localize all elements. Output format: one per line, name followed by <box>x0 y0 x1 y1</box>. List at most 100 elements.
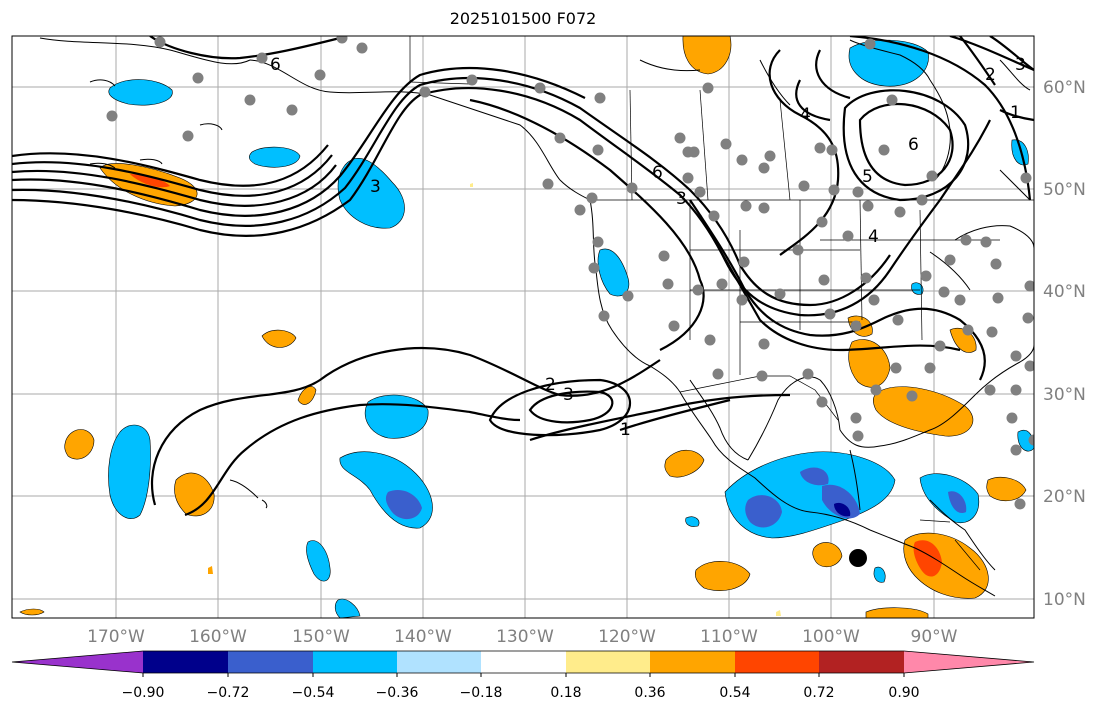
latitude-labels: 60°N 50°N 40°N 30°N 20°N 10°N <box>1043 78 1086 610</box>
station-dot <box>694 186 706 198</box>
station-dot <box>926 170 938 182</box>
gridlines <box>12 36 1034 618</box>
station-dot <box>682 172 694 184</box>
colorbar-segment <box>735 651 819 673</box>
lon-label: 140°W <box>394 627 452 647</box>
station-dot <box>756 370 768 382</box>
lon-label: 100°W <box>802 627 860 647</box>
lon-label: 170°W <box>87 627 145 647</box>
colorbar-tick-label: −0.36 <box>376 685 419 701</box>
station-dot <box>594 92 606 104</box>
station-dot <box>890 362 902 374</box>
station-dot <box>314 69 326 81</box>
station-dot <box>466 74 478 86</box>
station-dot <box>740 200 752 212</box>
colorbar-segment <box>397 651 481 673</box>
longitude-labels: 170°W 160°W 150°W 140°W 130°W 120°W 110°… <box>87 627 958 647</box>
station-dot <box>702 82 714 94</box>
station-dot <box>816 216 828 228</box>
station-dot <box>938 286 950 298</box>
station-dot <box>192 72 204 84</box>
station-dot <box>826 144 838 156</box>
lat-label: 20°N <box>1043 487 1086 507</box>
station-dot <box>860 272 872 284</box>
station-dot <box>244 94 256 106</box>
station-dot <box>1024 360 1034 372</box>
station-dot <box>824 308 836 320</box>
colorbar-segment <box>650 651 735 673</box>
station-dot <box>992 292 1004 304</box>
lat-label: 60°N <box>1043 78 1086 98</box>
station-dot <box>668 320 680 332</box>
colorbar-segment <box>143 651 228 673</box>
colorbar-tick-label: 0.36 <box>634 685 665 701</box>
station-dot <box>878 144 890 156</box>
station-dot <box>720 138 732 150</box>
colorbar-tick-label: −0.72 <box>207 685 250 701</box>
station-dot <box>106 110 118 122</box>
contour-label: 4 <box>868 227 879 247</box>
colorbar-tick-label: −0.18 <box>460 685 503 701</box>
station-dot <box>1020 172 1032 184</box>
colorbar-tick-label: 0.90 <box>888 685 919 701</box>
station-dot <box>736 294 748 306</box>
station-dot <box>1010 384 1022 396</box>
station-dot <box>920 270 932 282</box>
station-dot <box>704 334 716 346</box>
station-dot <box>586 192 598 204</box>
station-dot <box>864 38 876 50</box>
station-dot <box>182 130 194 142</box>
colorbar-segment <box>228 651 313 673</box>
station-dot <box>708 210 720 222</box>
contour-label: 3 <box>1015 55 1026 75</box>
station-dot <box>980 236 992 248</box>
station-dot <box>598 310 610 322</box>
station-dot <box>1006 412 1018 424</box>
station-dot <box>688 146 700 158</box>
map-frame <box>11 35 1035 619</box>
station-dot <box>662 278 674 290</box>
station-dot <box>1014 498 1026 510</box>
station-dot <box>286 104 298 116</box>
lat-label: 10°N <box>1043 590 1086 610</box>
station-dot <box>906 390 918 402</box>
station-dot <box>954 294 966 306</box>
station-dot <box>626 182 638 194</box>
colorbar-segment <box>481 651 566 673</box>
station-dot <box>764 150 776 162</box>
lat-label: 50°N <box>1043 180 1086 200</box>
colorbar-segment <box>12 651 143 673</box>
station-dot <box>592 236 604 248</box>
colorbar-tick-label: −0.54 <box>292 685 335 701</box>
colorbar-segment <box>904 651 1034 673</box>
contour-label: 3 <box>563 385 574 405</box>
station-dot <box>716 278 728 290</box>
map-title: 2025101500 F072 <box>449 9 597 28</box>
station-dot <box>588 262 600 274</box>
contour-label: 6 <box>652 163 663 183</box>
contour-label: 2 <box>985 65 996 85</box>
station-dot <box>852 430 864 442</box>
station-dot <box>758 202 770 214</box>
lon-label: 120°W <box>598 627 656 647</box>
station-dot <box>814 142 826 154</box>
station-dot <box>802 368 814 380</box>
colorbar-tick-label: −0.90 <box>122 685 165 701</box>
station-dot <box>990 258 1002 270</box>
station-dot <box>816 396 828 408</box>
station-dot <box>419 86 431 98</box>
coastlines <box>39 37 1034 597</box>
station-dot <box>850 412 862 424</box>
station-dot <box>592 144 604 156</box>
station-dot <box>154 36 166 48</box>
station-dot <box>256 52 268 64</box>
station-dot <box>692 284 704 296</box>
contour-label: 6 <box>270 55 281 75</box>
contour-labels: 6 3 6 3 4 6 5 4 3 2 1 2 3 1 <box>270 55 1026 440</box>
station-dot <box>758 162 770 174</box>
station-dot <box>842 230 854 242</box>
station-dot <box>916 194 928 206</box>
contour-label: 2 <box>545 375 556 395</box>
station-dot <box>892 314 904 326</box>
contour-label: 5 <box>862 167 873 187</box>
